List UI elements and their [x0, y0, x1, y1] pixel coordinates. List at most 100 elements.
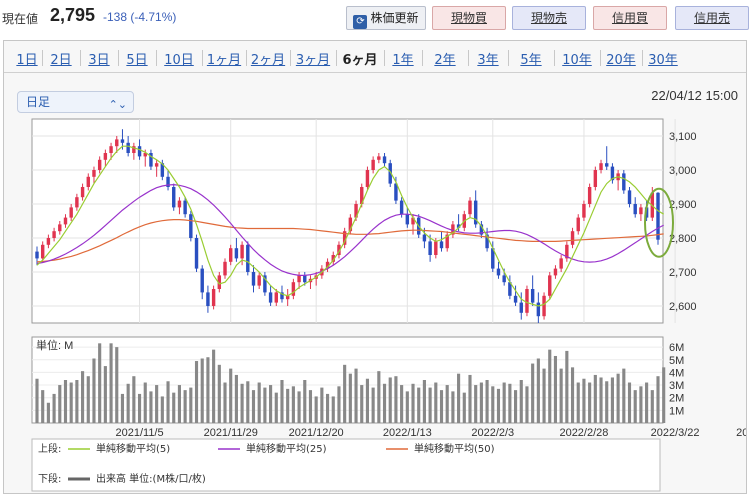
tab-separator: [642, 50, 643, 66]
volume-bar: [588, 382, 592, 423]
candle-body: [126, 142, 130, 153]
tab-2[interactable]: 3日: [88, 53, 110, 68]
candle-body: [246, 244, 250, 272]
candle-body: [103, 153, 108, 160]
volume-bar: [445, 385, 449, 423]
volume-bar: [63, 380, 68, 423]
volume-bar: [519, 380, 523, 423]
tab-0[interactable]: 1日: [16, 53, 38, 68]
volume-bar: [428, 387, 432, 423]
volume-bar: [645, 382, 649, 423]
tab-8[interactable]: 6ヶ月: [342, 53, 378, 68]
cash-buy-button[interactable]: 現物買: [432, 6, 506, 30]
candle-body: [348, 217, 353, 232]
tab-6[interactable]: 2ヶ月: [250, 53, 286, 68]
volume-bar: [325, 393, 330, 423]
refresh-icon: ⟳: [353, 15, 368, 29]
volume-bar: [132, 376, 136, 423]
volume-bar: [149, 391, 153, 423]
tab-10[interactable]: 2年: [434, 53, 456, 68]
volume-bar: [422, 380, 426, 423]
volume-y-tick-label: 4M: [669, 367, 684, 379]
legend-segment-label: 下段:: [38, 472, 61, 485]
volume-bar: [468, 374, 472, 423]
volume-bar: [234, 374, 238, 423]
price-y-tick-label: 2,900: [669, 199, 697, 211]
x-axis-label: 2022/2/28: [559, 427, 608, 439]
tab-separator: [468, 50, 469, 66]
candle-body: [622, 173, 626, 191]
chevron-updown-icon: ⌃⌄: [108, 98, 127, 111]
interval-select[interactable]: 日足 ⌃⌄: [17, 91, 134, 113]
volume-bar: [439, 390, 444, 423]
candle-body: [154, 163, 159, 167]
tab-12[interactable]: 5年: [520, 53, 542, 68]
candle-body: [656, 192, 660, 240]
volume-bar: [177, 385, 181, 423]
refresh-label: 株価更新: [370, 11, 419, 25]
stock-chart: 3,100 3,000 2,900 2,800 2,700 2,600 6M5M4M3M2M…: [31, 118, 746, 492]
candle-body: [439, 241, 444, 249]
tab-14[interactable]: 20年: [606, 53, 636, 68]
volume-bar: [137, 393, 142, 423]
margin-buy-button[interactable]: 信用買: [593, 6, 667, 30]
volume-bar: [656, 376, 660, 423]
tab-7[interactable]: 3ヶ月: [295, 53, 331, 68]
volume-bar: [109, 343, 113, 423]
highlight-ellipse: [644, 187, 674, 258]
tab-separator: [600, 50, 601, 66]
margin-sell-button[interactable]: 信用売: [675, 6, 749, 30]
tab-separator: [80, 50, 81, 66]
tab-11[interactable]: 3年: [477, 53, 499, 68]
tab-separator: [336, 50, 337, 66]
volume-bar: [360, 385, 364, 423]
candle-body: [291, 282, 296, 296]
tab-13[interactable]: 10年: [562, 53, 592, 68]
chart-timestamp: 22/04/12 15:00: [651, 88, 738, 103]
refresh-price-button[interactable]: ⟳ 株価更新: [346, 6, 426, 30]
volume-bar: [434, 382, 438, 423]
candle-body: [120, 139, 125, 143]
volume-bar: [120, 393, 125, 423]
volume-bar: [194, 361, 199, 423]
candle-body: [473, 200, 478, 225]
volume-bar: [616, 373, 620, 423]
volume-bar: [189, 387, 193, 423]
volume-bar: [337, 386, 341, 423]
candle-body: [513, 295, 518, 303]
legend-series-label: 出来高 単位:(M株/口/枚): [96, 472, 206, 485]
cash-sell-button[interactable]: 現物売: [512, 6, 586, 30]
tab-4[interactable]: 10日: [164, 53, 194, 68]
candle-body: [599, 163, 603, 170]
candle-body: [80, 187, 85, 198]
x-axis-label: 2021/11/5: [115, 427, 163, 439]
volume-bar: [491, 386, 495, 423]
candle-body: [502, 275, 506, 283]
candle-body: [565, 244, 569, 259]
volume-bar: [240, 383, 244, 423]
candle-body: [109, 146, 113, 153]
price-y-tick-label: 2,800: [669, 233, 697, 245]
candle-body: [325, 261, 330, 269]
volume-bar: [98, 343, 102, 423]
volume-bar: [508, 383, 512, 423]
candle-body: [52, 231, 56, 238]
volume-bar: [212, 349, 216, 423]
tab-separator: [42, 50, 43, 66]
tab-1[interactable]: 2日: [50, 53, 72, 68]
candle-body: [445, 234, 449, 249]
tab-15[interactable]: 30年: [648, 53, 678, 68]
candle-body: [548, 275, 552, 296]
price-plot-area: [31, 118, 664, 324]
candle-body: [172, 187, 176, 208]
interval-select-value: 日足: [26, 95, 51, 109]
ma5-line: [36, 145, 665, 307]
volume-bar: [496, 388, 501, 423]
candle-body: [228, 248, 233, 262]
volume-bar: [400, 385, 404, 423]
tab-3[interactable]: 5日: [126, 53, 148, 68]
tab-5[interactable]: 1ヶ月: [206, 53, 242, 68]
candle-body: [160, 163, 165, 177]
volume-bar: [308, 390, 313, 423]
tab-9[interactable]: 1年: [392, 53, 414, 68]
